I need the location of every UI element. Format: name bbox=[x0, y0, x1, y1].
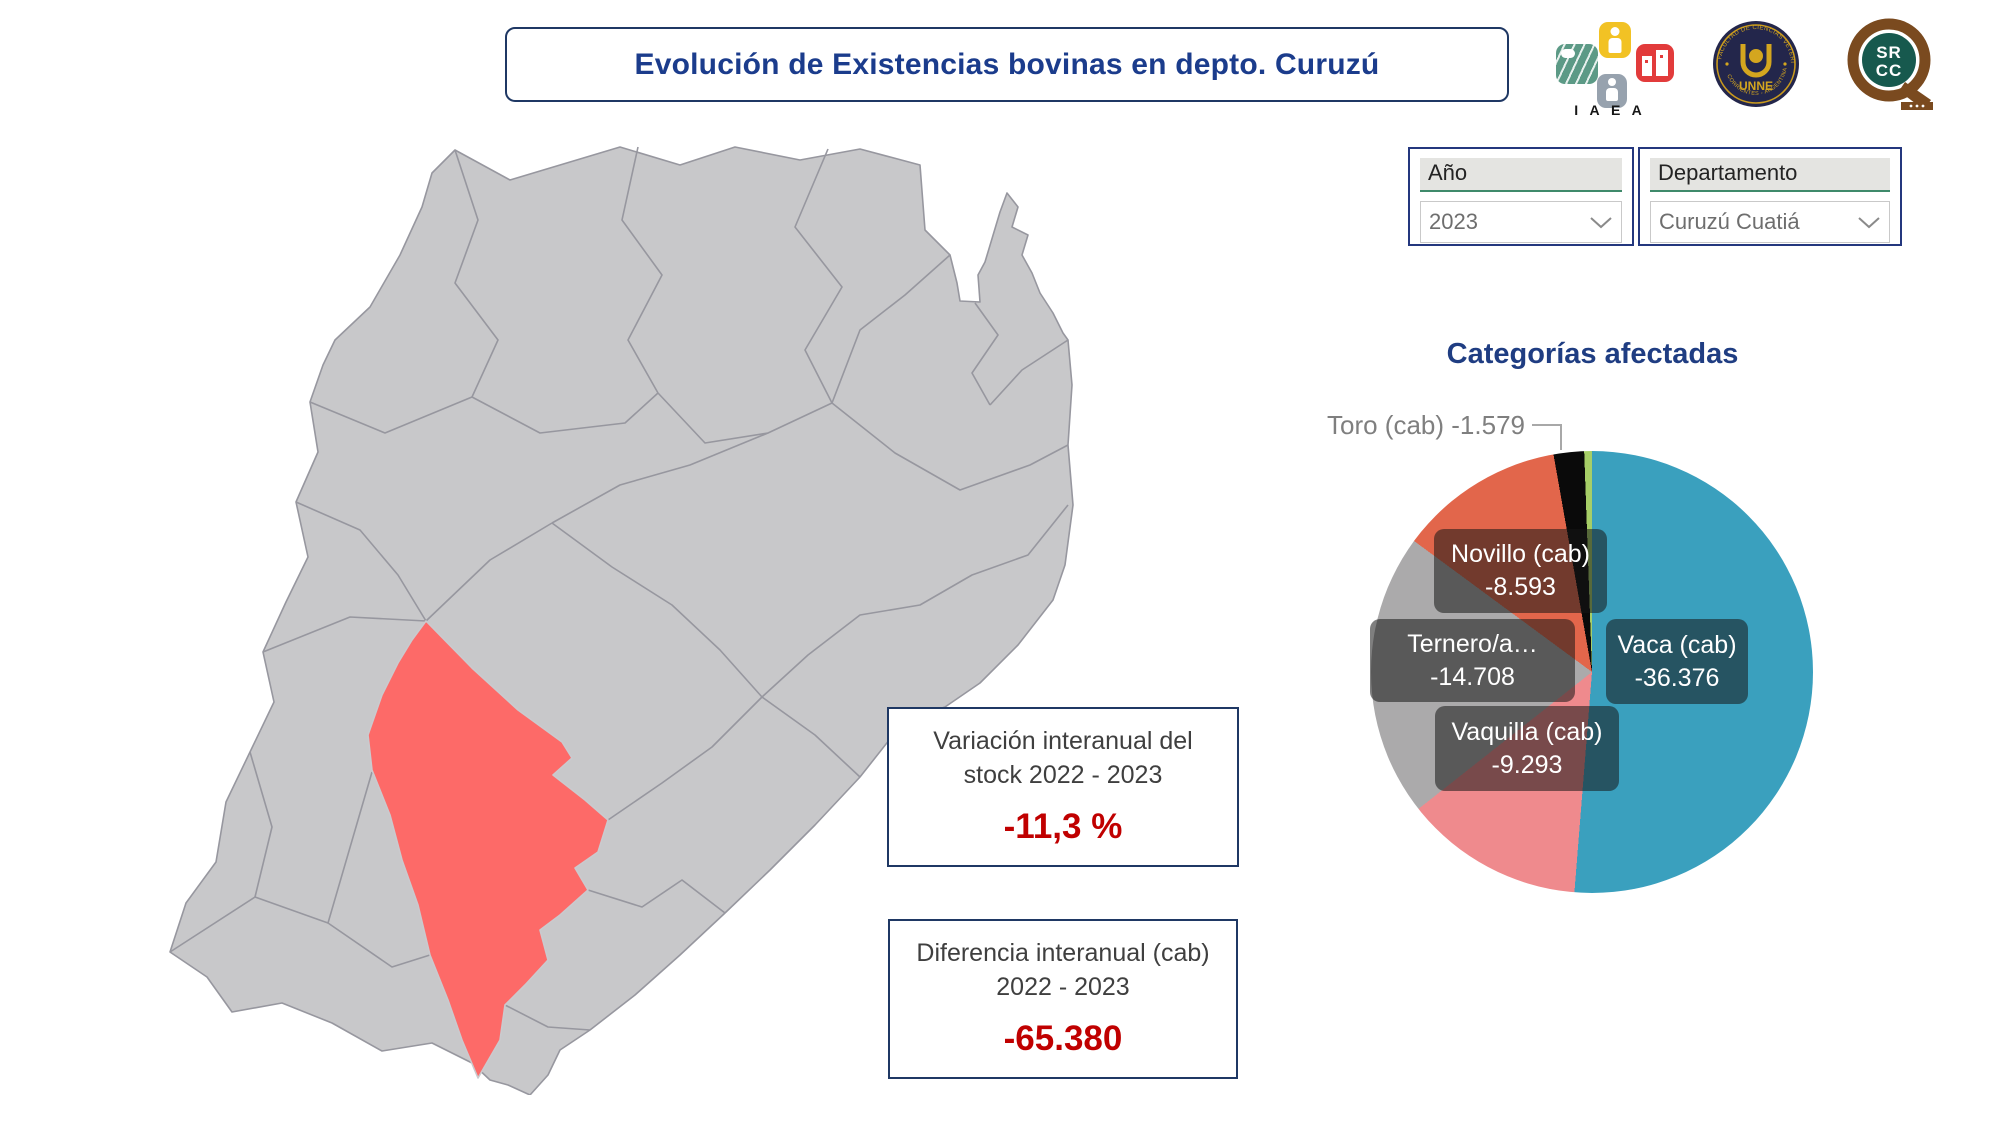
srcc-text-line1: SR bbox=[1876, 43, 1902, 62]
unne-logo-graphic: FACULTAD DE CIENCIAS VETERINARIAS CORRIE… bbox=[1710, 16, 1799, 107]
stat-variation-value: -11,3 % bbox=[1003, 807, 1123, 846]
report-title: Evolución de Existencias bovinas en dept… bbox=[634, 47, 1380, 81]
iaea-logo: I A E A bbox=[1552, 20, 1674, 118]
chevron-down-icon[interactable] bbox=[1857, 216, 1881, 229]
unne-logo: FACULTAD DE CIENCIAS VETERINARIAS CORRIE… bbox=[1710, 16, 1800, 108]
department-slicer: Departamento Curuzú Cuatiá bbox=[1638, 147, 1902, 246]
chevron-down-icon[interactable] bbox=[1589, 216, 1613, 229]
iaea-person-icon bbox=[1599, 22, 1631, 58]
department-slicer-header: Departamento bbox=[1650, 158, 1890, 192]
stat-variation-title: Variación interanual del stock 2022 - 20… bbox=[933, 727, 1193, 789]
pie-callout-toro: Toro (cab) -1.579 bbox=[1326, 410, 1525, 440]
iaea-city-icon bbox=[1636, 44, 1674, 82]
iaea-farm-icon bbox=[1556, 44, 1598, 84]
pie-label-novillo: Novillo (cab) -8.593 bbox=[1434, 529, 1607, 613]
pie-chart-title: Categorías afectadas bbox=[1446, 338, 1739, 370]
pie-label-vaca: Vaca (cab) -36.376 bbox=[1606, 619, 1748, 704]
srcc-text-line2: CC bbox=[1876, 61, 1903, 80]
pie-label-ternero: Ternero/a… -14.708 bbox=[1370, 619, 1575, 702]
department-curuzu-cuatia[interactable] bbox=[367, 620, 609, 1079]
iaea-worker-icon bbox=[1597, 74, 1627, 108]
stat-card-difference: Diferencia interanual (cab) 2022 - 2023 … bbox=[888, 919, 1238, 1079]
unne-name-text: UNNE bbox=[1739, 79, 1773, 93]
stat-card-variation: Variación interanual del stock 2022 - 20… bbox=[887, 707, 1239, 867]
srcc-logo: SR CC bbox=[1845, 18, 1937, 112]
corrientes-map bbox=[169, 146, 1074, 1095]
pie-callout-leader-line bbox=[1532, 424, 1562, 450]
department-dropdown-value: Curuzú Cuatiá bbox=[1659, 209, 1800, 234]
year-slicer: Año 2023 bbox=[1408, 147, 1634, 246]
report-title-box: Evolución de Existencias bovinas en dept… bbox=[505, 27, 1509, 102]
srcc-logo-graphic: SR CC bbox=[1847, 18, 1933, 110]
iaea-caption: I A E A bbox=[1574, 102, 1646, 118]
province-shape[interactable] bbox=[169, 146, 1074, 1095]
department-dropdown[interactable]: Curuzú Cuatiá bbox=[1650, 201, 1890, 243]
department-borders bbox=[169, 146, 1069, 1031]
year-dropdown-value: 2023 bbox=[1429, 209, 1478, 234]
stat-difference-value: -65.380 bbox=[1003, 1019, 1123, 1058]
pie-label-vaquilla: Vaquilla (cab) -9.293 bbox=[1435, 706, 1619, 791]
year-slicer-header: Año bbox=[1420, 158, 1622, 192]
year-dropdown[interactable]: 2023 bbox=[1420, 201, 1622, 243]
stat-difference-title: Diferencia interanual (cab) 2022 - 2023 bbox=[916, 939, 1210, 1001]
